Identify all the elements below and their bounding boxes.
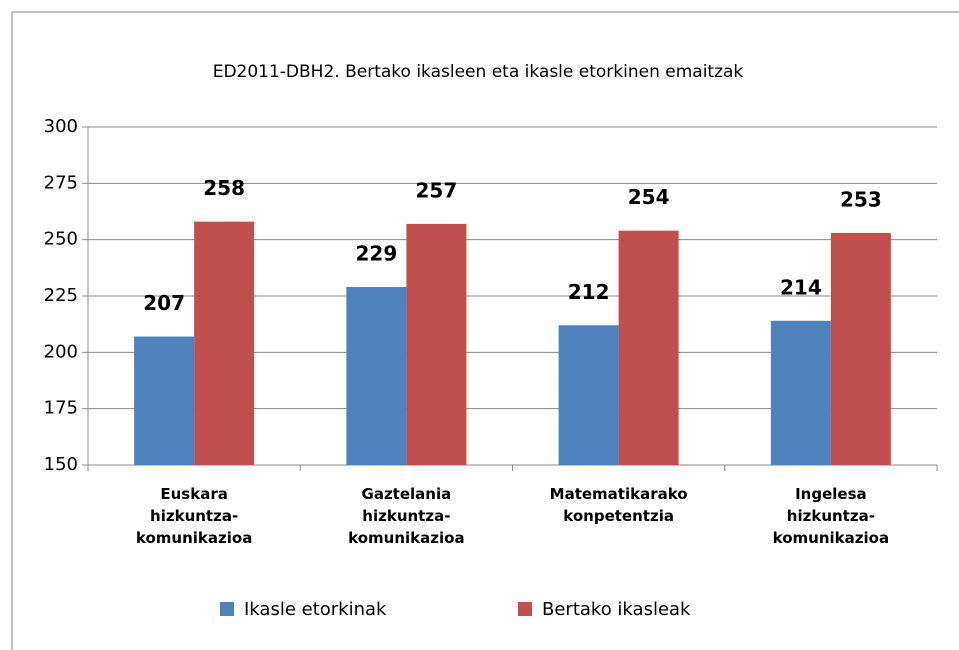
data-label: 257 (416, 178, 458, 202)
bar (346, 286, 407, 465)
legend-label: Bertako ikasleak (542, 599, 691, 620)
data-label: 229 (356, 241, 398, 265)
chart-title: ED2011-DBH2. Bertako ikasleen eta ikasle… (213, 62, 744, 82)
y-tick-label: 275 (44, 172, 78, 193)
bar (830, 232, 891, 465)
legend-swatch (220, 602, 234, 616)
bar (134, 336, 195, 465)
bar (618, 230, 679, 465)
y-tick-label: 150 (44, 454, 78, 475)
data-label: 258 (203, 176, 245, 200)
data-label: 214 (780, 275, 822, 299)
bar (770, 320, 831, 465)
x-tick-label: Gaztelania hizkuntza-komunikazioa (348, 485, 465, 547)
data-label: 207 (143, 291, 185, 315)
y-tick-label: 175 (44, 398, 78, 419)
y-tick-label: 200 (44, 341, 78, 362)
x-tick-label: Matematikarako konpetentzia (549, 485, 688, 525)
bar (406, 223, 467, 465)
y-tick-label: 300 (44, 116, 78, 137)
data-label: 254 (628, 185, 670, 209)
x-tick-label: Euskara hizkuntza-komunikazioa (135, 485, 253, 547)
x-tick-label: Ingelesa hizkuntza-komunikazioa (772, 485, 890, 547)
legend-swatch (518, 602, 532, 616)
bar (558, 325, 619, 465)
y-tick-label: 225 (44, 285, 78, 306)
bar (194, 221, 255, 465)
legend-label: Ikasle etorkinak (244, 599, 387, 620)
data-label: 212 (568, 280, 610, 304)
y-tick-label: 250 (44, 229, 78, 250)
data-label: 253 (840, 187, 882, 211)
